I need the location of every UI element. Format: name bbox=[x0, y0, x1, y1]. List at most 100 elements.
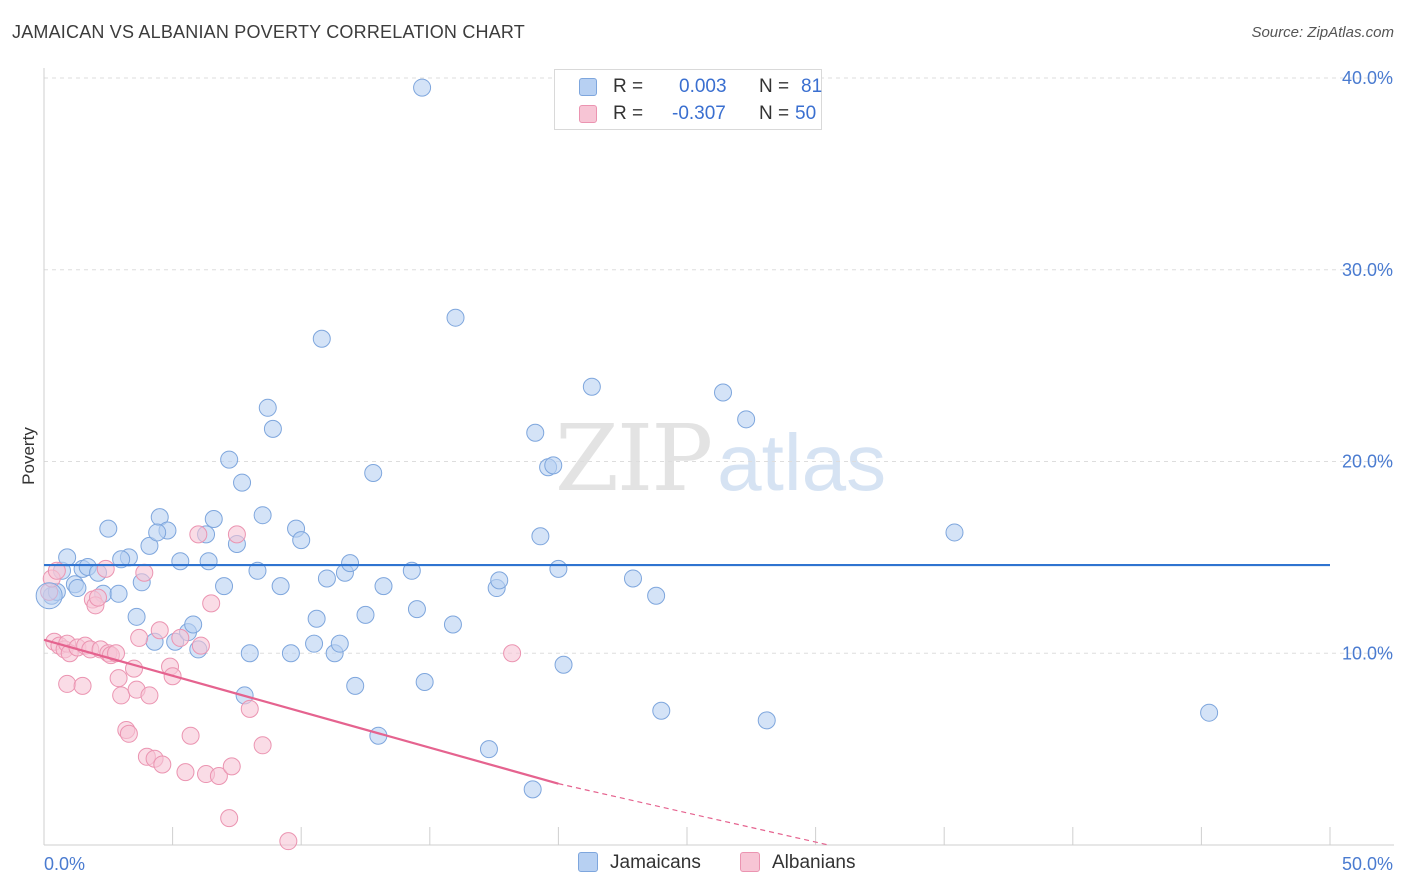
jamaicans-point bbox=[544, 456, 563, 475]
jamaicans-point bbox=[312, 329, 331, 348]
series-legend: Jamaicans Albanians bbox=[0, 850, 1406, 878]
jamaicans-point bbox=[413, 78, 432, 97]
legend-item-albanians[interactable]: Albanians bbox=[740, 852, 855, 874]
jamaicans-point bbox=[112, 550, 131, 569]
jamaicans-point bbox=[220, 450, 239, 469]
jamaicans-point bbox=[99, 519, 118, 538]
albanians-point bbox=[171, 628, 190, 647]
jamaicans-point bbox=[945, 523, 964, 542]
albanians-point bbox=[227, 525, 246, 544]
correlation-legend: R = 0.003 N = 81 R = -0.307 N = 50 bbox=[554, 69, 822, 130]
jamaicans-point bbox=[292, 531, 311, 550]
jamaicans-point bbox=[109, 584, 128, 603]
jamaicans-point bbox=[140, 536, 159, 555]
x-tick-label: 0.0% bbox=[44, 854, 85, 874]
jamaicans-point bbox=[554, 655, 573, 674]
jamaicans-point bbox=[68, 579, 87, 598]
n-value: 50 bbox=[795, 103, 817, 124]
data-points bbox=[35, 78, 1219, 851]
trend-lines bbox=[43, 563, 1330, 846]
jamaicans-point bbox=[199, 552, 218, 571]
jamaicans-point bbox=[258, 398, 277, 417]
albanians-trend-line bbox=[43, 638, 559, 785]
jamaicans-point bbox=[317, 569, 336, 588]
y-tick-label: 30.0% bbox=[1342, 260, 1393, 280]
jamaicans-cluster-point bbox=[35, 582, 63, 610]
jamaicans-point bbox=[171, 552, 190, 571]
albanians-swatch bbox=[579, 105, 597, 123]
albanians-point bbox=[153, 755, 172, 774]
jamaicans-point bbox=[330, 634, 349, 653]
jamaicans-point bbox=[407, 600, 426, 619]
albanians-point bbox=[202, 594, 221, 613]
albanians-point bbox=[220, 809, 239, 828]
albanians-point bbox=[47, 561, 66, 580]
albanians-point bbox=[140, 686, 159, 705]
albanians-point bbox=[107, 644, 126, 663]
jamaicans-point bbox=[271, 577, 290, 596]
tick-labels: 10.0% 20.0% 30.0% 40.0% 0.0% 50.0% bbox=[44, 68, 1393, 874]
albanians-point bbox=[58, 674, 77, 693]
albanians-point bbox=[181, 726, 200, 745]
chart-title: JAMAICAN VS ALBANIAN POVERTY CORRELATION… bbox=[12, 22, 525, 42]
r-value: 0.003 bbox=[679, 76, 727, 97]
y-tick-label: 10.0% bbox=[1342, 643, 1393, 663]
jamaicans-point bbox=[374, 577, 393, 596]
jamaicans-swatch bbox=[578, 852, 598, 872]
jamaicans-point bbox=[364, 464, 383, 483]
albanians-point bbox=[109, 669, 128, 688]
albanians-point bbox=[191, 636, 210, 655]
jamaicans-point bbox=[127, 607, 146, 626]
albanians-point bbox=[209, 766, 228, 785]
x-tick-label: 50.0% bbox=[1342, 854, 1393, 874]
jamaicans-point bbox=[402, 561, 421, 580]
jamaicans-point bbox=[263, 419, 282, 438]
y-axis-title: Poverty bbox=[19, 427, 38, 485]
albanians-point bbox=[96, 559, 115, 578]
jamaicans-point bbox=[415, 673, 434, 692]
jamaicans-point bbox=[446, 308, 465, 327]
albanians-point bbox=[112, 686, 131, 705]
jamaicans-point bbox=[523, 780, 542, 799]
jamaicans-point bbox=[623, 569, 642, 588]
albanians-point bbox=[253, 736, 272, 755]
jamaicans-point bbox=[305, 634, 324, 653]
r-label: R = bbox=[613, 76, 644, 97]
legend-item-jamaicans[interactable]: Jamaicans bbox=[578, 852, 701, 874]
jamaicans-point bbox=[215, 577, 234, 596]
y-tick-label: 20.0% bbox=[1342, 452, 1393, 472]
n-label: N = bbox=[759, 103, 790, 124]
y-tick-label: 40.0% bbox=[1342, 68, 1393, 88]
albanians-point bbox=[503, 644, 522, 663]
r-label: R = bbox=[613, 103, 644, 124]
albanians-point bbox=[73, 676, 92, 695]
source-label: Source: ZipAtlas.com bbox=[1251, 24, 1394, 41]
jamaicans-point bbox=[346, 676, 365, 695]
albanians-point bbox=[222, 757, 241, 776]
jamaicans-point bbox=[248, 561, 267, 580]
albanians-point bbox=[89, 588, 108, 607]
jamaicans-point bbox=[233, 473, 252, 492]
n-label: N = bbox=[759, 76, 790, 97]
jamaicans-point bbox=[526, 423, 545, 442]
albanians-point bbox=[150, 621, 169, 640]
jamaicans-point bbox=[737, 410, 756, 429]
jamaicans-point bbox=[307, 609, 326, 628]
jamaicans-point bbox=[341, 554, 360, 573]
albanians-trend-extension bbox=[558, 783, 829, 846]
grid bbox=[44, 77, 1394, 654]
jamaicans-point bbox=[148, 523, 167, 542]
jamaicans-point bbox=[549, 559, 568, 578]
jamaicans-point bbox=[490, 571, 509, 590]
jamaicans-point bbox=[1200, 703, 1219, 722]
jamaicans-point bbox=[531, 527, 550, 546]
jamaicans-swatch bbox=[579, 78, 597, 96]
jamaicans-point bbox=[253, 506, 272, 525]
albanians-point bbox=[176, 763, 195, 782]
jamaicans-point bbox=[757, 711, 776, 730]
jamaicans-point bbox=[714, 383, 733, 402]
jamaicans-point bbox=[240, 644, 259, 663]
jamaicans-point bbox=[281, 644, 300, 663]
albanians-point bbox=[135, 563, 154, 582]
